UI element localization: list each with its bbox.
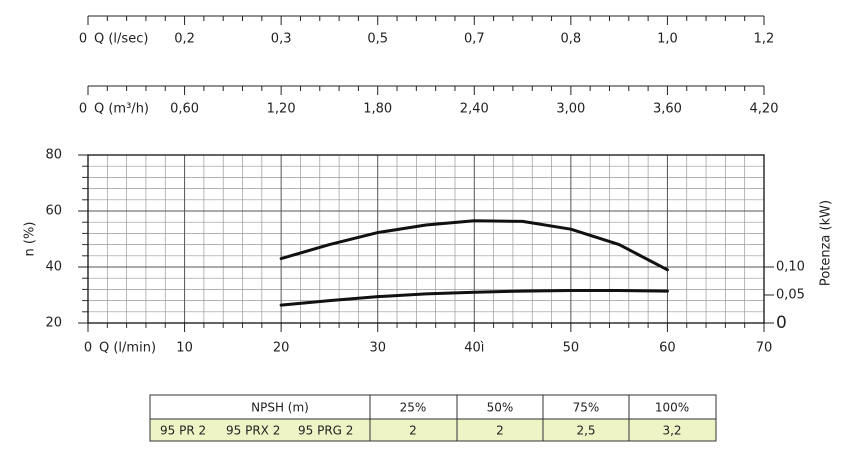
scale-tick-label: 0,3 xyxy=(271,32,292,47)
y2-tick-label: 0,05 xyxy=(776,288,805,303)
npsh-table: NPSH (m) 25% 50% 75% 100% 95 PR 2 95 PRX… xyxy=(149,394,717,442)
y2-tick-label: 0,10 xyxy=(776,260,805,275)
scale-tick-label: 1,20 xyxy=(267,102,296,117)
x-tick-label: 0 xyxy=(84,341,92,356)
scale-tick-label: 0 xyxy=(79,32,87,47)
scale-tick-label: 1,80 xyxy=(363,102,392,117)
table-header: 100% xyxy=(655,401,689,415)
table-cell: 3,2 xyxy=(662,424,681,438)
scale-tick-label: 3,60 xyxy=(653,102,682,117)
table-cell: 2 xyxy=(496,424,504,438)
series-line xyxy=(279,289,669,307)
table-border xyxy=(149,394,717,442)
y-tick-label: 80 xyxy=(45,148,62,163)
table-cell: 2 xyxy=(409,424,417,438)
scale-tick-label: 0,60 xyxy=(170,102,199,117)
x-tick-label: 70 xyxy=(756,341,773,356)
table-model: 95 PR 2 xyxy=(160,424,206,438)
y2-tick-label: 0 xyxy=(776,313,787,333)
y-tick-label: 20 xyxy=(45,316,62,331)
table-model: 95 PRG 2 xyxy=(298,424,353,438)
scale-tick-label: 0,2 xyxy=(174,32,195,47)
scale-label: Q (l/sec) xyxy=(94,32,148,47)
scale-tick-label: 0,8 xyxy=(561,32,582,47)
scale-tick-label: 2,40 xyxy=(460,102,489,117)
y-tick-label: 60 xyxy=(45,204,62,219)
x-tick-label: 50 xyxy=(563,341,580,356)
x-tick-label: 20 xyxy=(273,341,290,356)
scale-tick-label: 1,0 xyxy=(657,32,678,47)
y2-axis-label: Potenza (kW) xyxy=(819,200,834,286)
scale-tick-label: 4,20 xyxy=(750,102,779,117)
scale-tick-label: 0,5 xyxy=(367,32,388,47)
table-header: NPSH (m) xyxy=(251,401,309,415)
table-row-bg xyxy=(150,419,716,441)
table-header: 75% xyxy=(573,401,600,415)
table-cell: 2,5 xyxy=(576,424,595,438)
plot-frame xyxy=(87,154,765,324)
x-axis-label: Q (l/min) xyxy=(99,341,156,356)
x-tick-label: 10 xyxy=(176,341,193,356)
scale-tick-label: 0,7 xyxy=(464,32,485,47)
x-tick-label: 40ì xyxy=(464,341,484,356)
y-tick-label: 40 xyxy=(45,260,62,275)
x-tick-label: 60 xyxy=(659,341,676,356)
x-tick-label: 30 xyxy=(369,341,386,356)
scale-tick-label: 0 xyxy=(79,102,87,117)
scale-tick-label: 1,2 xyxy=(754,32,775,47)
table-model: 95 PRX 2 xyxy=(226,424,280,438)
scale-label: Q (m³/h) xyxy=(94,102,149,117)
table-header: 50% xyxy=(487,401,514,415)
table-header: 25% xyxy=(400,401,427,415)
series-line xyxy=(279,219,669,272)
y-axis-label: n (%) xyxy=(23,222,38,257)
scale-tick-label: 3,00 xyxy=(556,102,585,117)
